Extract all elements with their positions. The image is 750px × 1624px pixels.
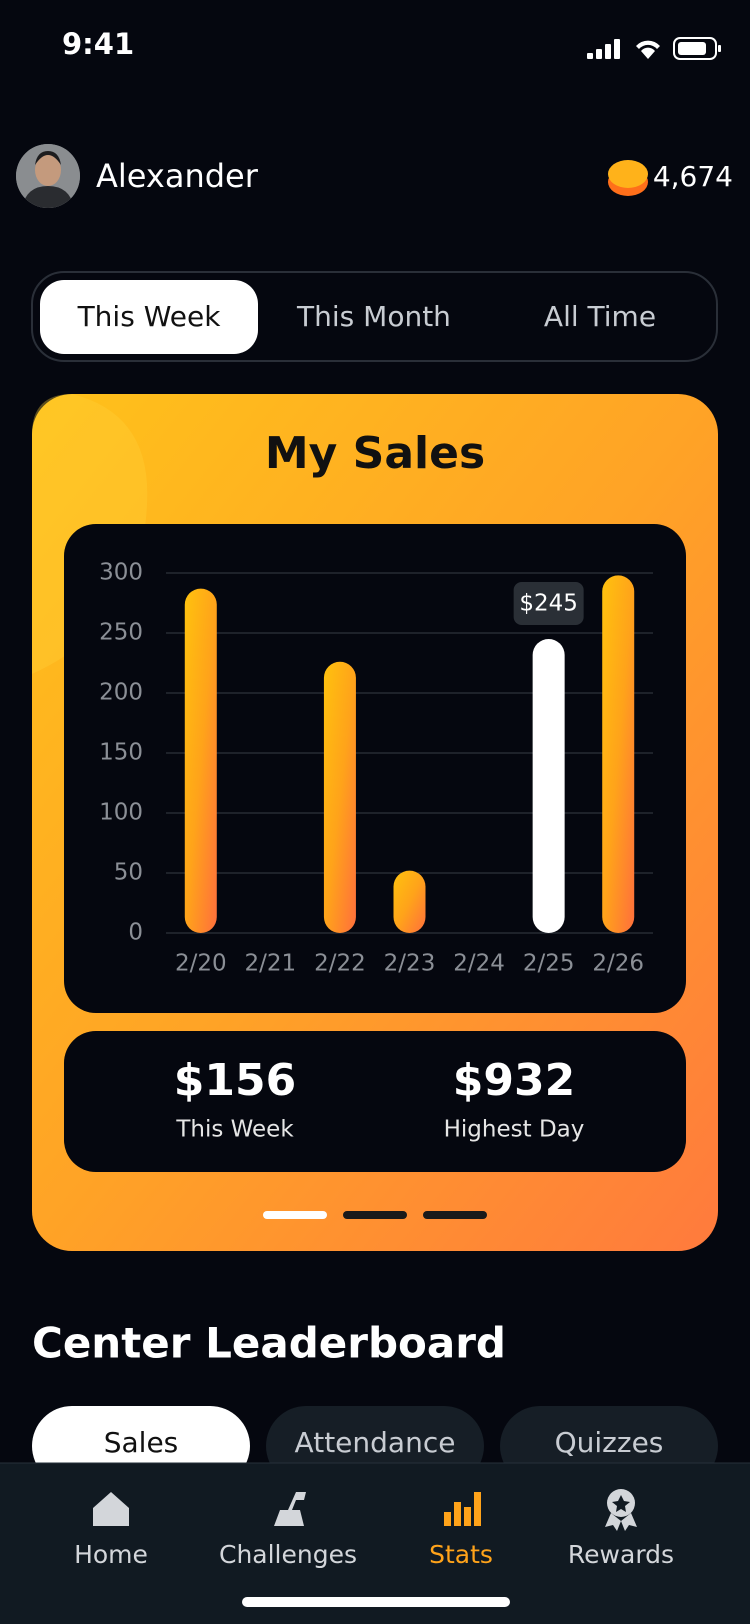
summary-label: This Week: [175, 1117, 294, 1143]
y-tick-label: 300: [99, 560, 143, 586]
y-tick-label: 50: [114, 860, 143, 886]
coin-icon: [608, 160, 648, 196]
y-tick-label: 150: [99, 740, 143, 766]
period-tab[interactable]: This Week: [77, 300, 222, 333]
home-indicator: [242, 1597, 510, 1607]
page-dots: [263, 1211, 487, 1219]
x-tick-label: 2/24: [453, 951, 505, 977]
avatar-image: [16, 144, 80, 208]
period-tab[interactable]: All Time: [544, 300, 656, 333]
y-tick-label: 100: [99, 800, 143, 826]
tab-active[interactable]: [40, 280, 258, 354]
leaderboard-tab-label[interactable]: Quizzes: [555, 1426, 664, 1459]
bar: [393, 870, 426, 933]
y-tick-label: 250: [99, 620, 143, 646]
bar: [602, 575, 635, 933]
x-tick-label: 2/23: [384, 951, 436, 977]
x-tick-label: 2/20: [175, 951, 227, 977]
coin-balance: 4,674: [653, 160, 733, 193]
period-tab[interactable]: This Month: [296, 300, 451, 333]
chart-title: My Sales: [265, 428, 485, 479]
nav-label[interactable]: Home: [74, 1540, 148, 1569]
stats-icon[interactable]: [444, 1492, 481, 1526]
rewards-icon[interactable]: [605, 1489, 637, 1531]
summary-label: Highest Day: [444, 1117, 585, 1143]
leaderboard-tab-label[interactable]: Attendance: [295, 1426, 456, 1459]
nav-label[interactable]: Rewards: [568, 1540, 674, 1569]
summary-panel: [64, 1031, 686, 1172]
nav-label[interactable]: Stats: [429, 1540, 493, 1569]
section-title: Center Leaderboard: [32, 1319, 506, 1368]
bar: [532, 639, 565, 933]
user-name: Alexander: [96, 157, 259, 195]
status-icons: [587, 37, 721, 60]
bar: [323, 661, 356, 933]
x-tick-label: 2/25: [523, 951, 575, 977]
home-icon[interactable]: [93, 1492, 129, 1526]
challenges-icon[interactable]: [274, 1492, 306, 1526]
summary-value: $156: [174, 1055, 296, 1106]
chart-panel: [64, 524, 686, 1013]
leaderboard-tab-label[interactable]: Sales: [104, 1426, 179, 1459]
bar: [184, 588, 217, 933]
period-tabs: [31, 271, 718, 362]
summary-value: $932: [453, 1055, 575, 1106]
plot: 0 50 100 150 200 250 300 2/20 2/21 2/22 2/23 2/24 2/…: [99, 560, 653, 977]
nav-label[interactable]: Challenges: [219, 1540, 357, 1569]
y-tick-label: 0: [128, 920, 143, 946]
x-tick-label: 2/26: [592, 951, 644, 977]
x-tick-label: 2/21: [245, 951, 297, 977]
value-label: $245: [519, 591, 578, 617]
y-tick-label: 200: [99, 680, 143, 706]
x-tick-label: 2/22: [314, 951, 366, 977]
status-time: 9:41: [62, 27, 134, 61]
value-label-bg: [513, 582, 584, 625]
